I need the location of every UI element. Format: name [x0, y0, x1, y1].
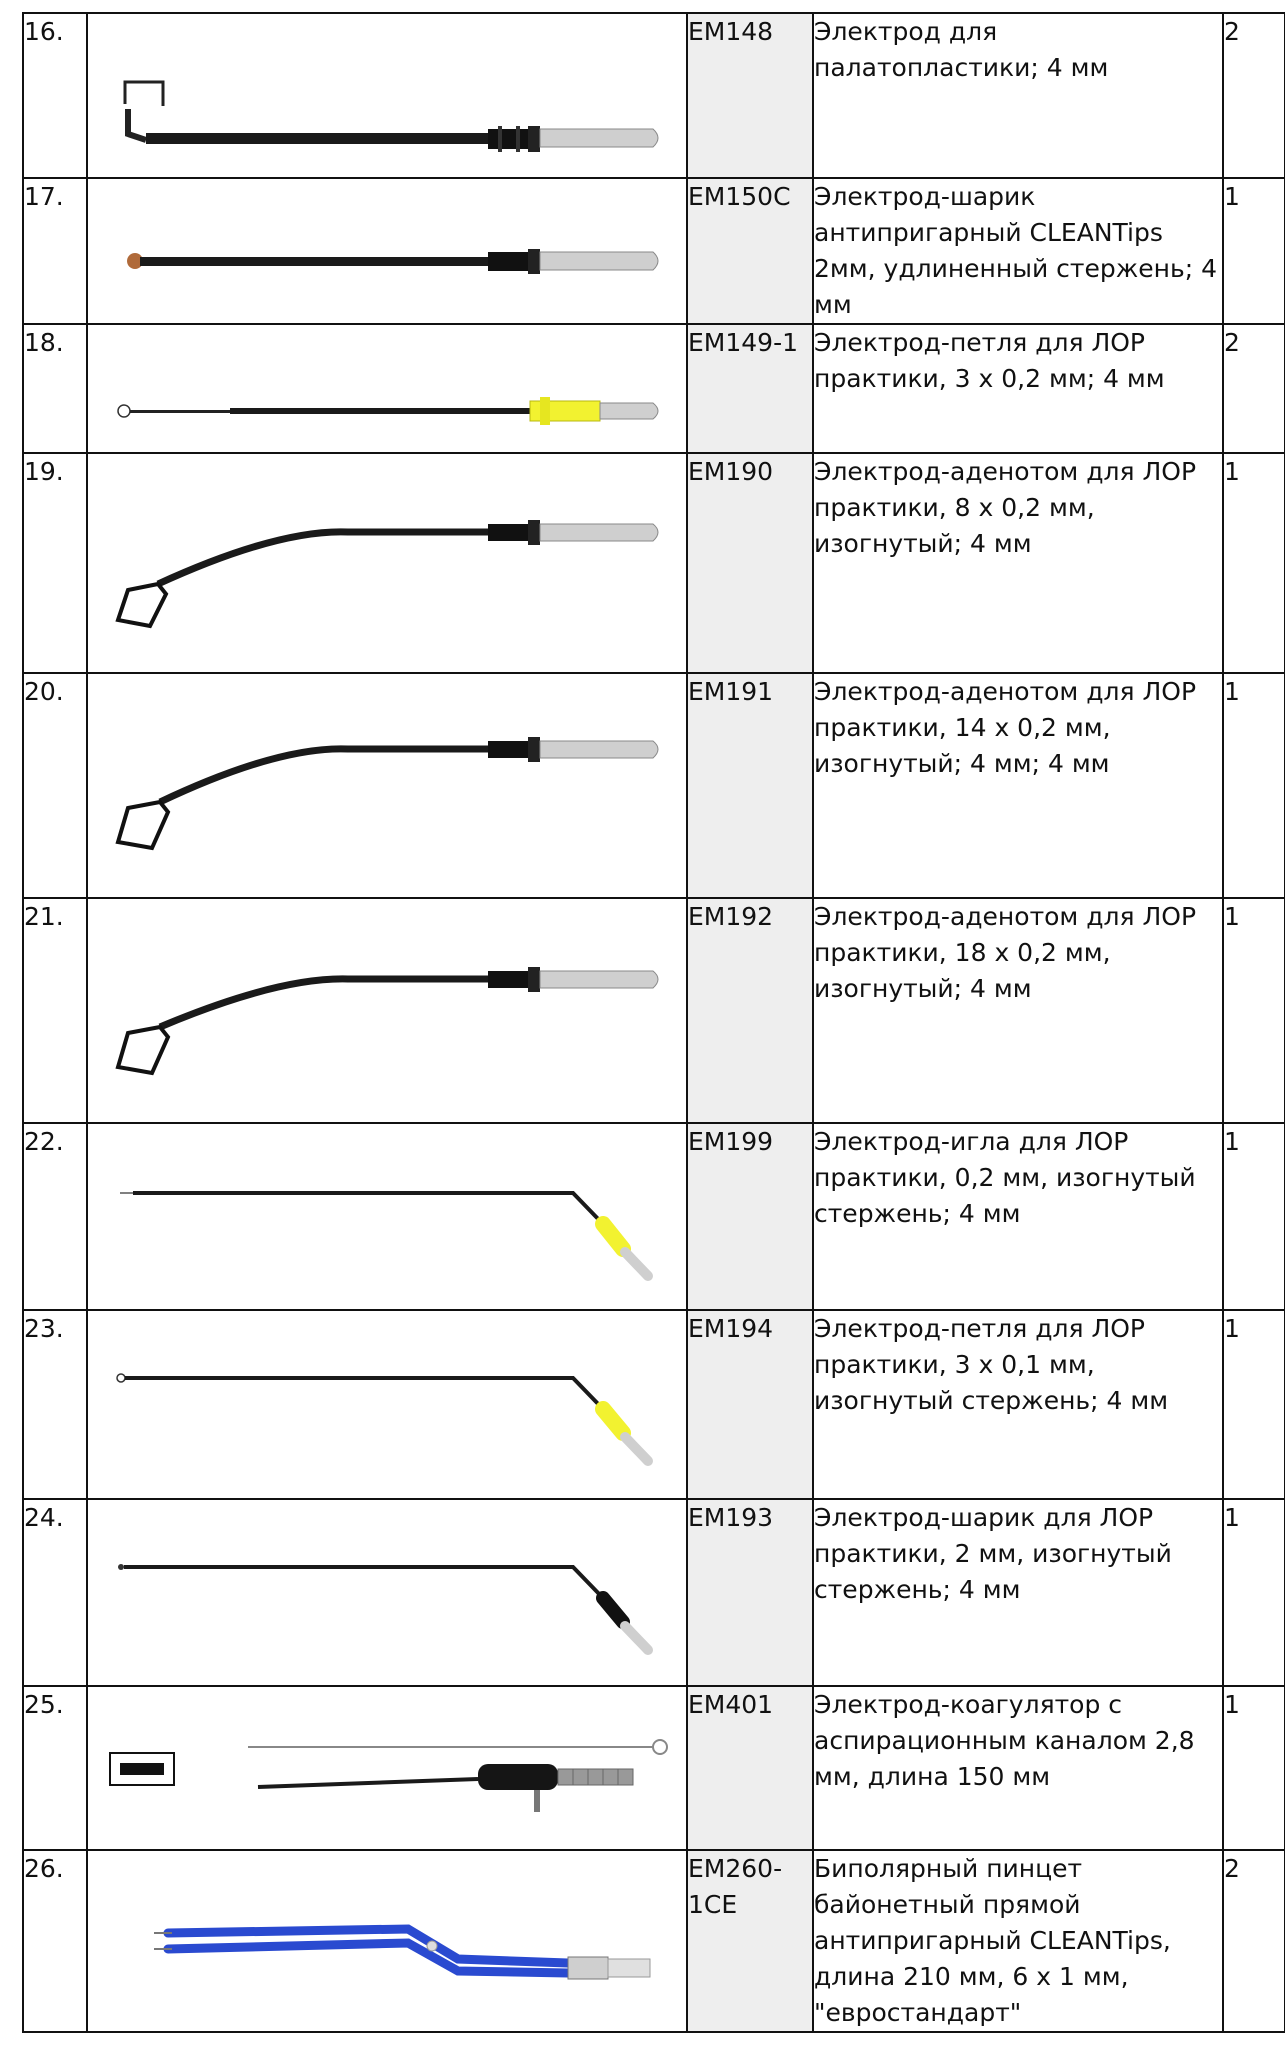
product-description: Электрод для палатопластики; 4 мм [813, 13, 1223, 178]
product-table: 16. EM148 Электрод для палатопластики; 4… [22, 12, 1285, 2033]
product-code: EM148 [687, 13, 813, 178]
product-image-cell [87, 453, 687, 673]
row-number: 16. [23, 13, 87, 178]
product-description: Электрод-игла для ЛОР практики, 0,2 мм, … [813, 1123, 1223, 1310]
product-code: EM193 [687, 1499, 813, 1686]
quantity: 1 [1223, 1310, 1285, 1499]
table-row: 24. EM193 Электрод-шарик для ЛОР практик… [23, 1499, 1285, 1686]
product-code: EM192 [687, 898, 813, 1123]
product-description: Электрод-шарик для ЛОР практики, 2 мм, и… [813, 1499, 1223, 1686]
palatoplasty-electrode-image [88, 14, 688, 179]
row-number: 25. [23, 1686, 87, 1850]
quantity: 1 [1223, 1123, 1285, 1310]
quantity: 1 [1223, 898, 1285, 1123]
quantity: 1 [1223, 453, 1285, 673]
row-number: 20. [23, 673, 87, 898]
quantity: 2 [1223, 1850, 1285, 2032]
table-row: 19. EM190 Электрод-аденотом для ЛОР прак… [23, 453, 1285, 673]
suction-coagulator-image [88, 1687, 688, 1851]
product-code: EM401 [687, 1686, 813, 1850]
adenotome-electrode-image [88, 899, 688, 1124]
product-image-cell [87, 178, 687, 324]
product-code: EM191 [687, 673, 813, 898]
product-image-cell [87, 1123, 687, 1310]
bipolar-forceps-image [88, 1851, 688, 2021]
table-row: 17. EM150C Электрод-шарик антипригарный … [23, 178, 1285, 324]
product-description: Электрод-петля для ЛОР практики, 3 х 0,2… [813, 324, 1223, 453]
row-number: 18. [23, 324, 87, 453]
quantity: 1 [1223, 178, 1285, 324]
table-row: 21. EM192 Электрод-аденотом для ЛОР прак… [23, 898, 1285, 1123]
adenotome-electrode-image [88, 674, 688, 899]
row-number: 21. [23, 898, 87, 1123]
quantity: 2 [1223, 324, 1285, 453]
loop-electrode-bent-image [88, 1311, 688, 1500]
product-image-cell [87, 324, 687, 453]
quantity: 1 [1223, 1499, 1285, 1686]
product-image-cell [87, 673, 687, 898]
table-row: 20. EM191 Электрод-аденотом для ЛОР прак… [23, 673, 1285, 898]
product-image-cell [87, 1850, 687, 2032]
product-code: EM149-1 [687, 324, 813, 453]
product-description: Электрод-шарик антипригарный CLEANTips 2… [813, 178, 1223, 324]
row-number: 17. [23, 178, 87, 324]
product-code: EM190 [687, 453, 813, 673]
needle-electrode-bent-image [88, 1124, 688, 1311]
product-image-cell [87, 1310, 687, 1499]
product-code: EM150C [687, 178, 813, 324]
quantity: 1 [1223, 1686, 1285, 1850]
product-code: EM194 [687, 1310, 813, 1499]
row-number: 24. [23, 1499, 87, 1686]
loop-electrode-yellow-image [88, 325, 688, 454]
table-row: 26. EM260-1CE Биполярный пинцет байонетн… [23, 1850, 1285, 2032]
product-code: EM199 [687, 1123, 813, 1310]
product-description: Электрод-аденотом для ЛОР практики, 18 х… [813, 898, 1223, 1123]
adenotome-electrode-image [88, 454, 688, 674]
table-row: 23. EM194 Электрод-петля для ЛОР практик… [23, 1310, 1285, 1499]
product-image-cell [87, 13, 687, 178]
product-description: Электрод-аденотом для ЛОР практики, 14 х… [813, 673, 1223, 898]
row-number: 23. [23, 1310, 87, 1499]
table-row: 22. EM199 Электрод-игла для ЛОР практики… [23, 1123, 1285, 1310]
product-image-cell [87, 1499, 687, 1686]
product-description: Электрод-аденотом для ЛОР практики, 8 х … [813, 453, 1223, 673]
product-code: EM260-1CE [687, 1850, 813, 2032]
table-row: 18. EM149-1 Электрод-петля для ЛОР практ… [23, 324, 1285, 453]
row-number: 22. [23, 1123, 87, 1310]
row-number: 26. [23, 1850, 87, 2032]
table-row: 25. EM401 Электрод-коагу [23, 1686, 1285, 1850]
product-image-cell [87, 1686, 687, 1850]
product-description: Электрод-коагулятор с аспирационным кана… [813, 1686, 1223, 1850]
product-image-cell [87, 898, 687, 1123]
row-number: 19. [23, 453, 87, 673]
quantity: 1 [1223, 673, 1285, 898]
product-description: Биполярный пинцет байонетный прямой анти… [813, 1850, 1223, 2032]
product-description: Электрод-петля для ЛОР практики, 3 х 0,1… [813, 1310, 1223, 1499]
ball-electrode-bent-image [88, 1500, 688, 1687]
table-row: 16. EM148 Электрод для палатопластики; 4… [23, 13, 1285, 178]
ball-electrode-cleantips-image [88, 179, 688, 320]
quantity: 2 [1223, 13, 1285, 178]
